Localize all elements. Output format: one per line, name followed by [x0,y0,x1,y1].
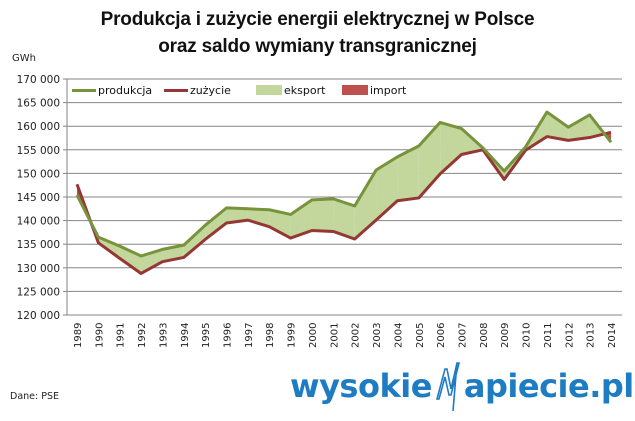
gridlines [63,78,622,316]
x-tick-label: 2001 [329,323,340,348]
legend-swatch-1 [164,89,188,92]
series-lines [75,110,613,275]
y-tick-label: 160 000 [17,121,60,133]
y-tick-label: 155 000 [17,145,60,157]
x-tick-label: 2005 [415,323,426,348]
x-tick-label: 1989 [73,323,84,348]
logo: wysokie apiecie.pl [290,361,634,412]
legend-label: produkcja [98,84,152,97]
x-tick-label: 1997 [244,323,255,348]
logo-text-left: wysokie [290,367,432,405]
y-tick-label: 170 000 [17,74,60,86]
line-produkcja [75,110,613,258]
y-tick-label: 120 000 [17,310,60,322]
y-axis-ticks: 120 000 125 000 130 000 135 000 140 000 145 0… [17,74,60,322]
x-tick-label: 2010 [522,323,533,348]
x-tick-label: 1993 [158,323,169,348]
chart-title-line-2: oraz saldo wymiany transgranicznej [158,36,477,57]
x-tick-label: 1991 [116,323,127,348]
x-tick-label: 2004 [393,323,404,348]
x-tick-label: 2002 [351,323,362,348]
x-tick-label: 1994 [180,323,191,348]
lightning-n-icon [433,361,463,412]
x-tick-label: 1995 [201,323,212,348]
x-tick-label: 1992 [137,323,148,348]
legend-swatch-2 [256,85,282,95]
x-tick-label: 2014 [607,323,618,348]
data-source: Dane: PSE [10,391,59,402]
logo-text-right: apiecie.pl [463,367,634,405]
x-tick-label: 2000 [308,323,319,348]
y-tick-label: 125 000 [17,286,60,298]
x-axis-ticks: 1989 1990 1991 1992 1993 1994 1995 1996 1997 1998… [73,323,618,348]
legend-label: zużycie [190,84,231,97]
x-tick-label: 2009 [500,323,511,348]
x-tick-label: 1999 [287,323,298,348]
x-tick-label: 2011 [543,323,554,348]
x-tick-label: 1990 [94,323,105,348]
legend-label: import [370,84,407,97]
x-tick-label: 1996 [223,323,234,348]
x-tick-label: 1998 [265,323,276,348]
legend-label: eksport [284,84,326,97]
y-tick-label: 135 000 [17,239,60,251]
x-tick-label: 2012 [564,323,575,348]
x-tick-label: 2006 [436,323,447,348]
y-tick-label: 140 000 [17,216,60,228]
x-tick-label: 2007 [457,323,468,348]
y-axis-unit: GWh [12,53,36,64]
y-tick-label: 150 000 [17,168,60,180]
x-tick-label: 2013 [586,323,597,348]
line-zuzycie [75,130,612,275]
y-tick-label: 145 000 [17,192,60,204]
legend-swatch-0 [72,89,96,92]
chart-title-line-1: Produkcja i zużycie energii elektrycznej… [100,9,535,30]
x-tick-label: 2003 [372,323,383,348]
legend-swatch-3 [342,85,368,95]
x-tick-label: 2008 [479,323,490,348]
axes [66,79,622,316]
chart-title: Produkcja i zużycie energii elektrycznej… [0,6,635,60]
y-tick-label: 130 000 [17,263,60,275]
legend: produkcja zużycie eksport import [68,80,418,100]
y-tick-label: 165 000 [17,98,60,110]
